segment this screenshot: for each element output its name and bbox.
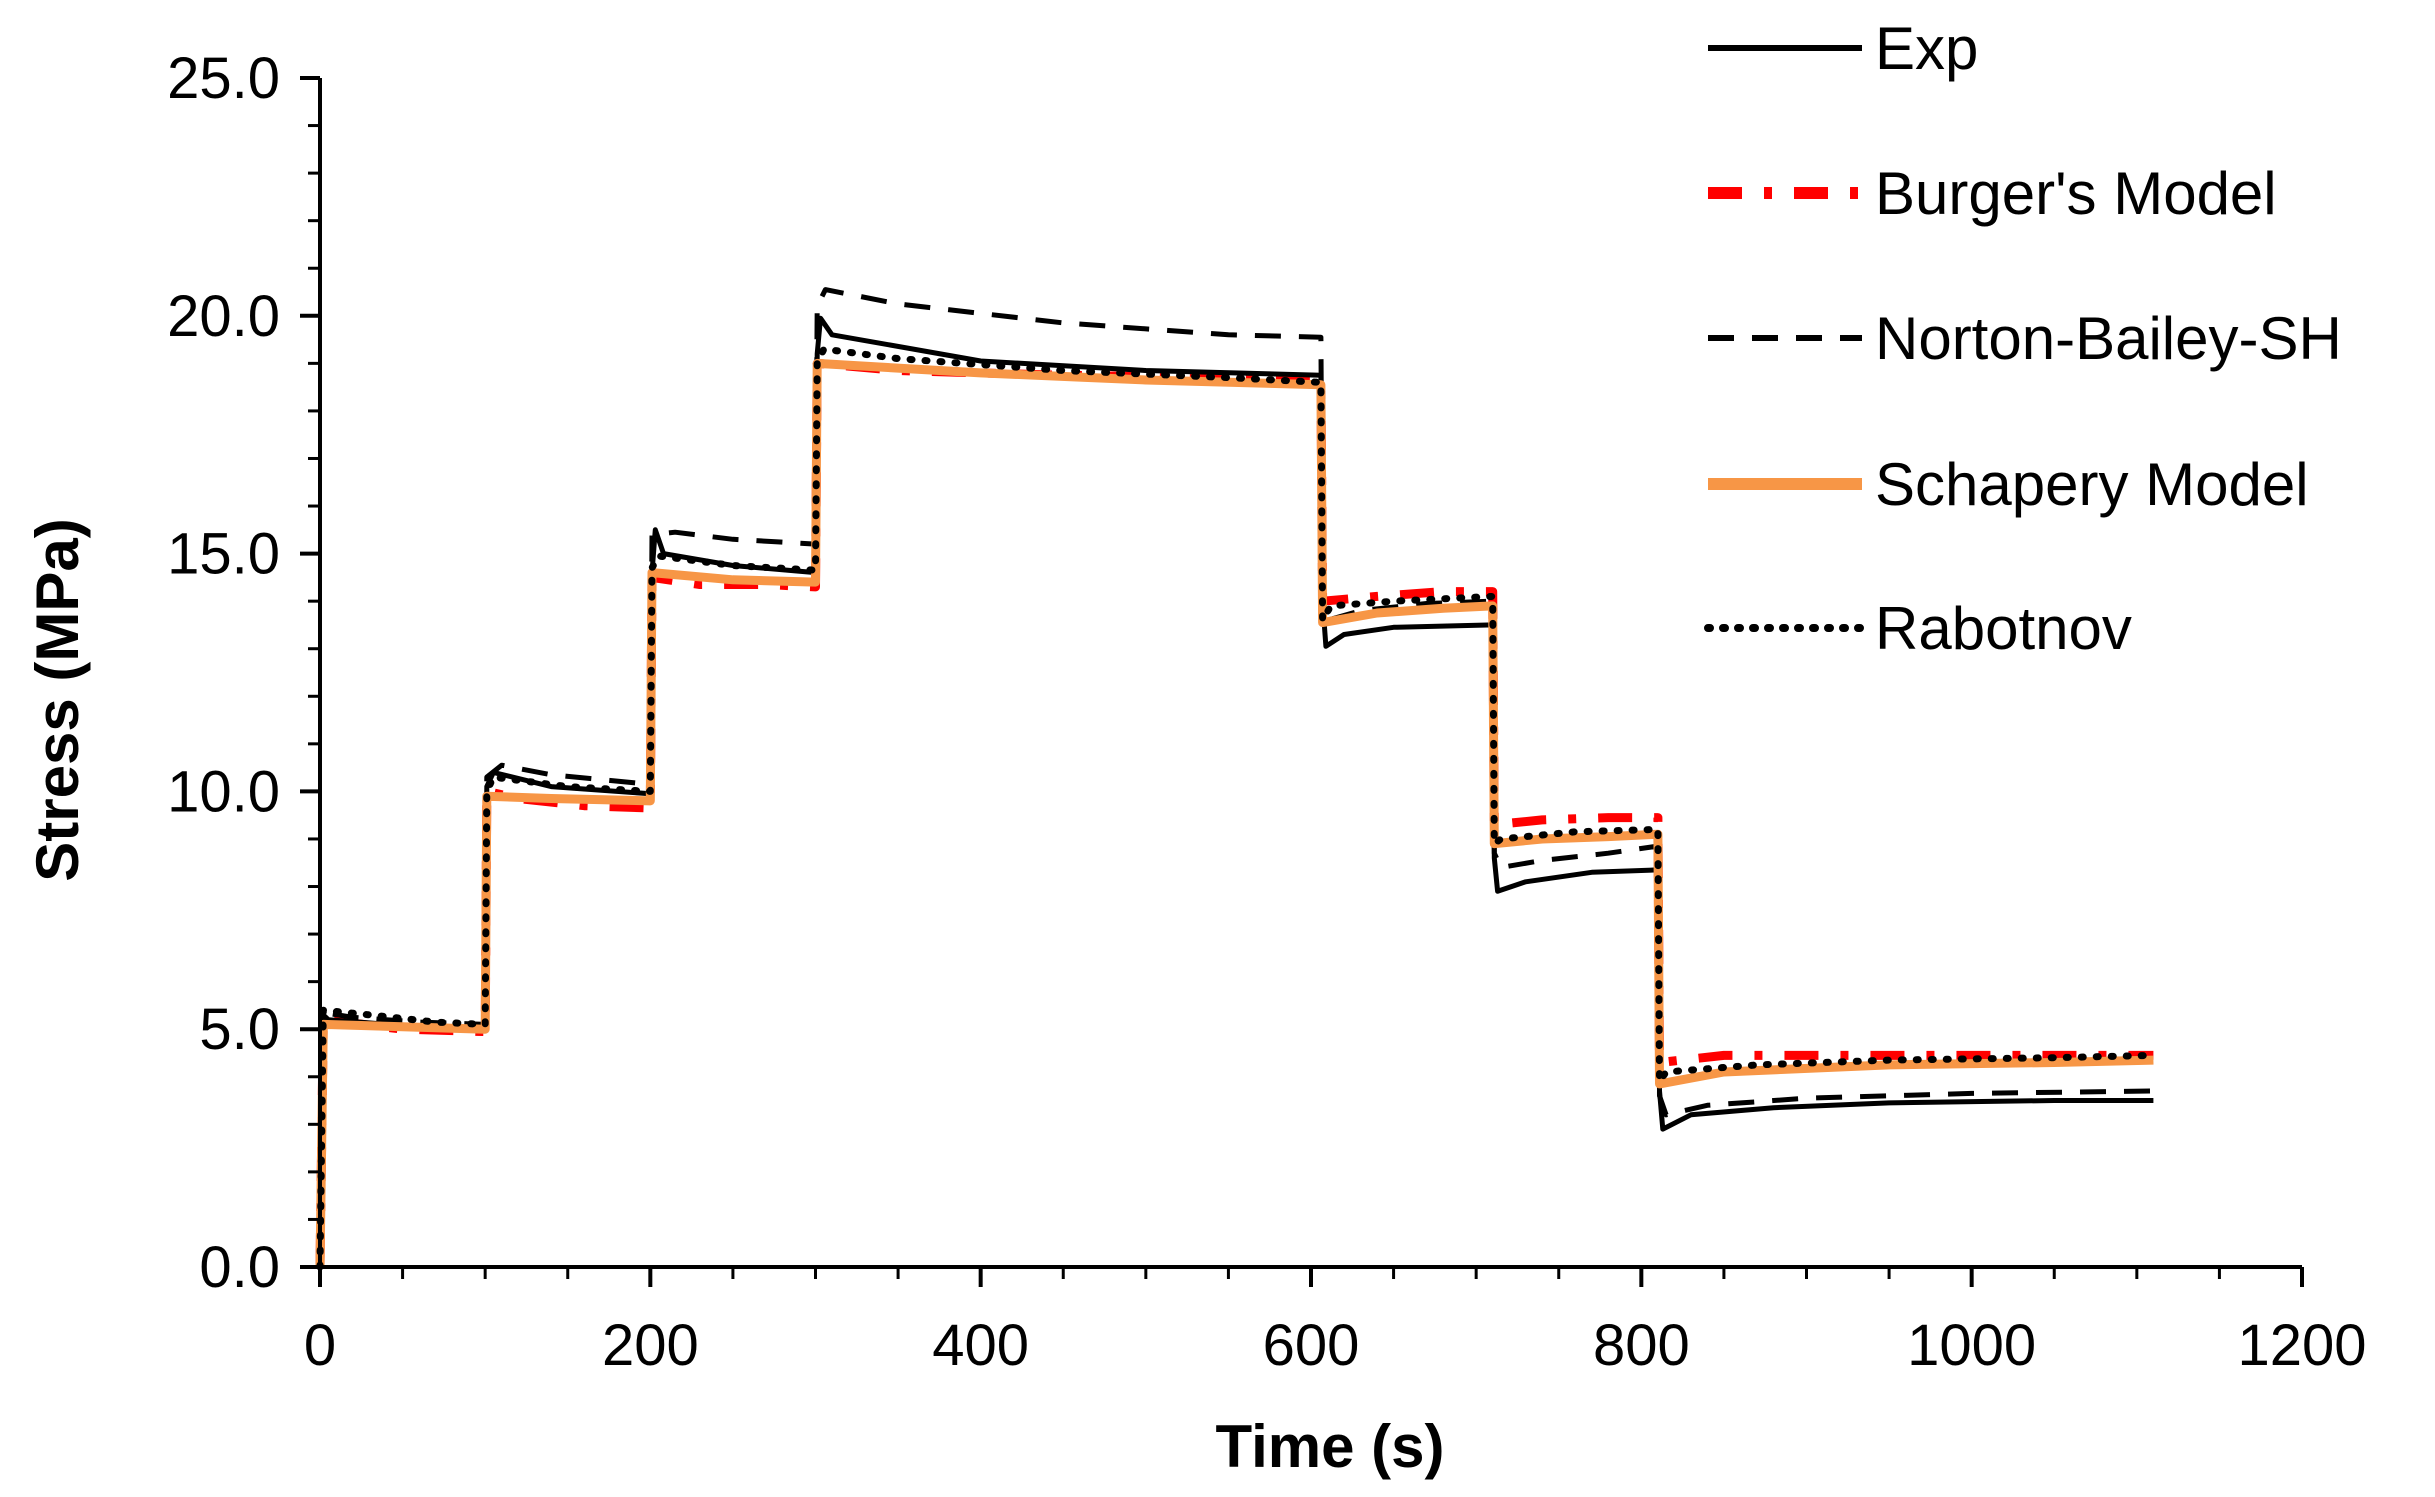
legend-label: Exp — [1875, 15, 1978, 82]
x-tick-label: 200 — [602, 1313, 699, 1378]
x-tick-label: 0 — [304, 1313, 336, 1378]
legend-label: Schapery Model — [1875, 451, 2309, 518]
y-tick-label: 25.0 — [167, 46, 280, 111]
legend-label: Burger's Model — [1875, 160, 2277, 227]
series-line-norton-bailey-sh — [317, 287, 2154, 1268]
x-axis-title: Time (s) — [1216, 1413, 1445, 1480]
x-tick-label: 400 — [932, 1313, 1029, 1378]
series-line-rabotnov — [316, 345, 2157, 1271]
legend-label: Rabotnov — [1875, 595, 2132, 662]
y-tick-label: 0.0 — [199, 1235, 280, 1300]
series-layer — [315, 287, 2157, 1271]
y-tick-label: 15.0 — [167, 522, 280, 587]
ticks-layer: 0.0 5.0 10.0 15.0 20.0 25.0 0 200 400 600 800 1000 1… — [167, 46, 2366, 1378]
y-tick-label: 20.0 — [167, 284, 280, 349]
legend-label: Norton-Bailey-SH — [1875, 305, 2342, 372]
y-axis-title: Stress (MPa) — [24, 518, 91, 881]
y-tick-label: 10.0 — [167, 759, 280, 824]
x-tick-label: 1000 — [1907, 1313, 2036, 1378]
y-tick-label: 5.0 — [199, 997, 280, 1062]
x-tick-label: 800 — [1593, 1313, 1690, 1378]
x-tick-label: 1200 — [2237, 1313, 2366, 1378]
axes-layer — [318, 78, 2302, 1269]
legend: Exp Burger's Model Norton-Bailey-SH Schaper… — [1704, 15, 2342, 662]
x-tick-label: 600 — [1263, 1313, 1360, 1378]
